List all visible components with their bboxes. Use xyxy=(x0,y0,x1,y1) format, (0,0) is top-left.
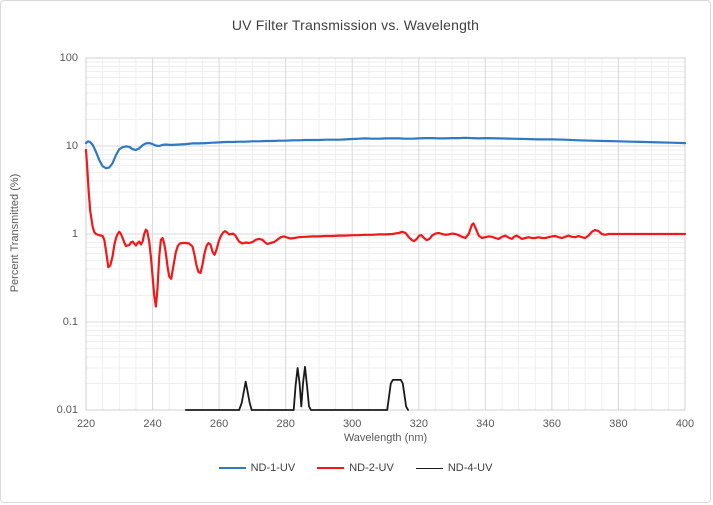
legend-label: ND-2-UV xyxy=(349,462,394,474)
legend: ND-1-UV ND-2-UV ND-4-UV xyxy=(1,462,710,474)
x-axis-title: Wavelength (nm) xyxy=(343,432,428,444)
y-tick-label: 100 xyxy=(59,52,78,64)
x-tick-label: 220 xyxy=(76,418,96,430)
series-line-ND-1-UV xyxy=(84,136,687,170)
series-line-ND-2-UV xyxy=(84,148,687,308)
legend-swatch-ND-1-UV xyxy=(218,467,246,469)
x-tick-label: 320 xyxy=(409,418,428,430)
y-tick-label: 1 xyxy=(71,228,78,240)
y-tick-label: 10 xyxy=(65,140,78,152)
y-tick-label: 0.1 xyxy=(62,316,78,328)
x-tick-label: 300 xyxy=(343,418,362,430)
legend-item-ND-2-UV: ND-2-UV xyxy=(317,462,394,474)
x-tick-label: 360 xyxy=(542,418,562,430)
x-tick-label: 240 xyxy=(143,418,162,430)
legend-label: ND-4-UV xyxy=(447,462,493,474)
x-tick-label: 400 xyxy=(675,418,695,430)
legend-swatch-ND-2-UV xyxy=(317,467,345,469)
legend-item-ND-1-UV: ND-1-UV xyxy=(218,462,296,474)
legend-label: ND-1-UV xyxy=(250,462,296,474)
series-line-ND-4-UV xyxy=(184,365,410,411)
x-tick-label: 280 xyxy=(276,418,295,430)
x-tick-label: 340 xyxy=(476,418,495,430)
x-tick-label: 260 xyxy=(209,418,229,430)
x-tick-label: 380 xyxy=(609,418,628,430)
chart-title: UV Filter Transmission vs. Wavelength xyxy=(231,17,480,33)
legend-swatch-ND-4-UV xyxy=(415,467,443,469)
y-tick-label: 0.01 xyxy=(56,404,78,416)
legend-item-ND-4-UV: ND-4-UV xyxy=(415,462,493,474)
y-axis-title: Percent Transmitted (%) xyxy=(9,173,21,293)
